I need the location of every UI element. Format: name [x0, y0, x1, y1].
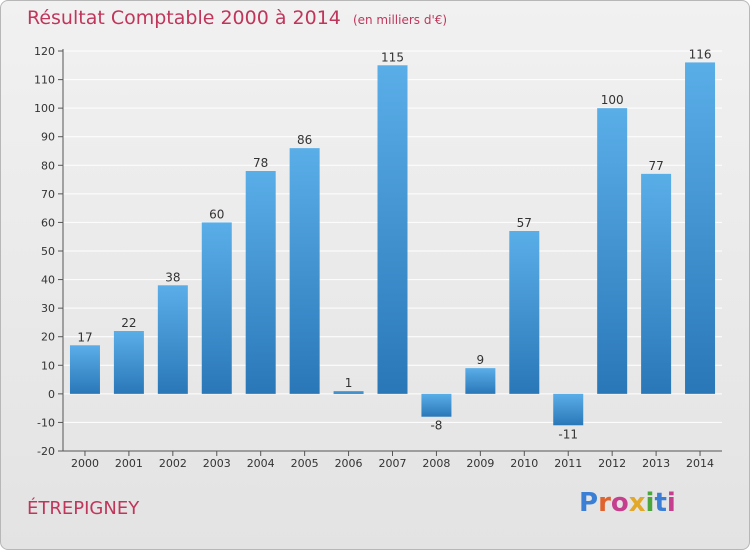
- chart-subtitle: (en milliers d'€): [352, 13, 448, 27]
- logo-letter: x: [628, 488, 646, 518]
- bar-value-label: 77: [648, 159, 663, 173]
- x-tick-label: 2000: [71, 457, 99, 470]
- x-tick-label: 2004: [247, 457, 275, 470]
- x-tick-label: 2007: [379, 457, 407, 470]
- y-tick-label: 100: [34, 102, 55, 115]
- chart-title-block: Résultat Comptable 2000 à 2014 (en milli…: [27, 7, 447, 29]
- bar-value-label: 22: [121, 316, 136, 330]
- y-tick-label: 120: [34, 45, 55, 58]
- x-tick-label: 2008: [422, 457, 450, 470]
- bar: [641, 173, 672, 394]
- x-tick-label: 2002: [159, 457, 187, 470]
- y-tick-label: 60: [41, 216, 55, 229]
- chart-title: Résultat Comptable 2000 à 2014: [27, 7, 341, 29]
- logo-letter: P: [579, 488, 599, 518]
- y-tick-label: 20: [41, 331, 55, 344]
- bar: [509, 231, 540, 394]
- bar-value-label: 86: [297, 133, 312, 147]
- y-tick-label: 50: [41, 245, 55, 258]
- bar-value-label: 78: [253, 156, 268, 170]
- town-name: ÉTREPIGNEY: [27, 498, 140, 519]
- bar: [377, 65, 408, 394]
- bar: [157, 285, 188, 394]
- bar-value-label: 57: [517, 216, 532, 230]
- y-tick-label: 10: [41, 359, 55, 372]
- bar: [333, 391, 364, 394]
- bar-value-label: 38: [165, 270, 180, 284]
- x-tick-label: 2011: [554, 457, 582, 470]
- x-tick-label: 2014: [686, 457, 714, 470]
- y-tick-label: 0: [48, 388, 55, 401]
- y-tick-label: 110: [34, 74, 55, 87]
- x-tick-label: 2009: [466, 457, 494, 470]
- logo-letter: t: [654, 488, 667, 518]
- bar: [421, 393, 452, 417]
- bar-value-label: 17: [77, 330, 92, 344]
- bar-value-label: 115: [381, 50, 404, 64]
- x-tick-label: 2013: [642, 457, 670, 470]
- bar: [597, 108, 628, 394]
- bar-value-label: 100: [601, 93, 624, 107]
- y-tick-label: 30: [41, 302, 55, 315]
- y-tick-label: 40: [41, 274, 55, 287]
- bar: [465, 368, 496, 394]
- bar: [113, 331, 144, 394]
- bar: [245, 171, 276, 394]
- bar-value-label: 60: [209, 207, 224, 221]
- y-tick-label: 90: [41, 131, 55, 144]
- logo-letter: r: [598, 488, 611, 518]
- bar-value-label: -8: [430, 419, 442, 433]
- bar-value-label: 1: [345, 376, 353, 390]
- bar: [289, 148, 320, 394]
- x-tick-label: 2001: [115, 457, 143, 470]
- x-tick-label: 2006: [335, 457, 363, 470]
- logo-letter: o: [610, 488, 629, 518]
- bar: [201, 222, 232, 394]
- bar-value-label: 9: [477, 353, 485, 367]
- bar: [685, 62, 716, 394]
- x-tick-label: 2012: [598, 457, 626, 470]
- y-tick-label: 70: [41, 188, 55, 201]
- y-tick-label: 80: [41, 159, 55, 172]
- logo-letter: i: [645, 488, 655, 518]
- proxiti-logo: Proxiti: [579, 488, 676, 518]
- bar: [69, 345, 100, 394]
- bar-value-label: -11: [558, 427, 578, 441]
- bar-value-label: 116: [689, 47, 712, 61]
- y-tick-label: -20: [37, 445, 55, 458]
- x-tick-label: 2005: [291, 457, 319, 470]
- y-tick-label: -10: [37, 416, 55, 429]
- x-tick-label: 2010: [510, 457, 538, 470]
- logo-letter: i: [666, 488, 676, 518]
- bar: [553, 393, 584, 426]
- x-tick-label: 2003: [203, 457, 231, 470]
